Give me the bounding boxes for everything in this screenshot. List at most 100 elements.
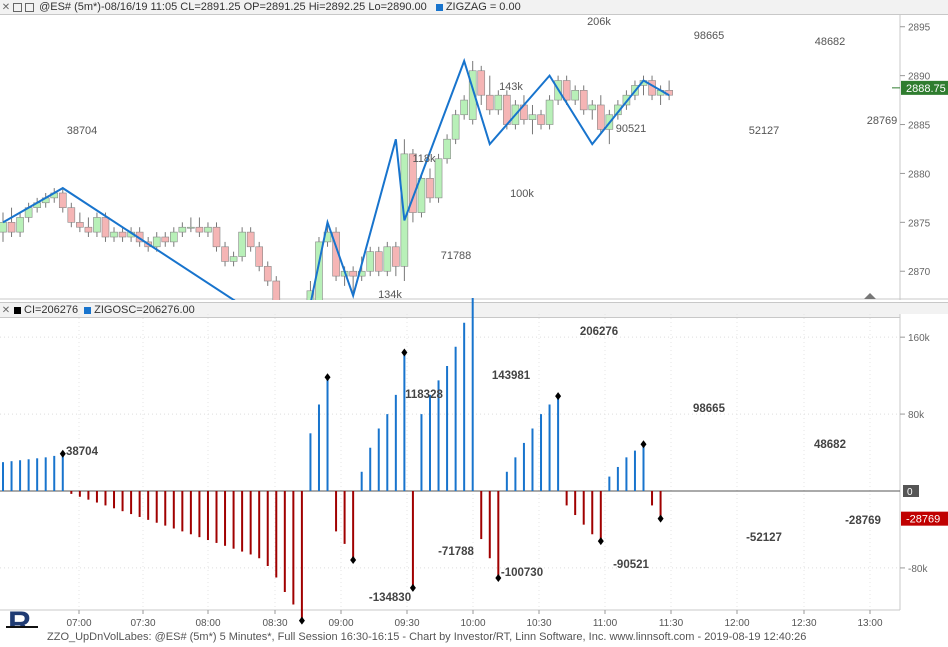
price-axis-area — [900, 15, 948, 300]
settings-icon[interactable] — [13, 2, 22, 12]
candle-body — [67, 207, 76, 223]
time-tick-label: 12:00 — [724, 618, 749, 628]
candle-body — [349, 270, 357, 277]
time-tick-label: 10:30 — [526, 618, 551, 628]
candle-body — [383, 246, 392, 272]
candle-body — [451, 114, 460, 140]
candle-body — [161, 236, 170, 243]
close-pane-icon[interactable]: ✕ — [1, 305, 11, 316]
candle-body — [443, 138, 451, 160]
zero-value-badge — [903, 485, 919, 497]
scroll-marker-icon — [864, 293, 876, 299]
last-osc-badge — [901, 511, 948, 526]
candle-body — [306, 290, 315, 300]
pivot-value-label: 38704 — [66, 446, 99, 458]
price-tick-label: 2885 — [908, 121, 931, 132]
zigzag-label: ZIGZAG = 0.00 — [445, 1, 521, 13]
candle-body — [588, 104, 597, 111]
candle-body — [221, 246, 229, 262]
candle-body — [263, 266, 272, 282]
candle-body — [545, 99, 554, 125]
candle-body — [562, 80, 571, 101]
settings-icon[interactable] — [25, 2, 34, 12]
candle-body — [579, 90, 588, 111]
time-tick-label: 09:00 — [328, 618, 353, 628]
candle-body — [374, 251, 383, 272]
candle-body — [204, 226, 212, 233]
candle-body — [110, 231, 118, 238]
price-tick-label: 2880 — [908, 169, 931, 180]
pivot-value-label: -28769 — [845, 515, 881, 527]
time-tick-label: 10:00 — [460, 618, 485, 628]
last-price-label: 2888.75 — [906, 83, 946, 95]
price-tick-label: 2870 — [908, 267, 931, 278]
zigosc-label: ZIGOSC=206276.00 — [94, 304, 195, 316]
close-pane-icon[interactable]: ✕ — [1, 2, 11, 13]
oscillator-chart[interactable]: 38704 -134830 118328 -71788 143981 -100730 206… — [0, 298, 948, 628]
zigzag-volume-label: 143k — [499, 81, 523, 93]
pivot-value-label: 98665 — [693, 403, 726, 415]
candle-body — [170, 231, 178, 243]
candle-body — [84, 226, 93, 233]
zigzag-volume-label: 100k — [510, 188, 534, 200]
pivot-value-label: 118328 — [405, 389, 443, 401]
zigzag-volume-label: 48682 — [815, 36, 846, 48]
candle-body — [468, 70, 477, 120]
candle-body — [426, 178, 434, 199]
time-tick-label: 13:00 — [857, 618, 882, 628]
zigzag-volume-label: 71788 — [441, 250, 472, 262]
candle-body — [477, 70, 486, 96]
zigzag-volume-label: 90521 — [616, 123, 647, 135]
candle-body — [528, 114, 537, 120]
pivot-value-label: 143981 — [492, 370, 531, 382]
price-header-text: @ES# (5m*)-08/16/19 11:05 CL=2891.25 OP=… — [39, 1, 427, 13]
candle-body — [187, 226, 195, 229]
last-osc-label: -28769 — [906, 514, 940, 526]
zigzag-volume-label: 52127 — [749, 125, 780, 137]
candle-body — [571, 90, 579, 101]
time-tick-label: 08:00 — [195, 618, 220, 628]
pivot-marker — [401, 348, 408, 357]
osc-pane-header: ✕ CI=206276 ZIGOSC=206276.00 — [0, 302, 948, 318]
pivot-marker — [59, 449, 66, 458]
pivot-value-label: 206276 — [580, 326, 618, 338]
candle-body — [93, 217, 101, 233]
price-chart[interactable]: 2895289028852880287528702865286038704134… — [0, 0, 948, 300]
candle-body — [152, 236, 161, 248]
zigosc-color-swatch — [84, 306, 92, 314]
candle-body — [195, 226, 204, 233]
candle-body — [101, 217, 110, 238]
candle-body — [622, 94, 631, 106]
price-tick-label: 2895 — [908, 23, 931, 34]
pivot-marker — [640, 440, 647, 449]
candle-body — [178, 226, 187, 233]
candle-body — [596, 104, 605, 130]
pivot-value-label: 48682 — [814, 439, 846, 451]
pivot-marker — [495, 574, 502, 583]
time-tick-label: 07:00 — [66, 618, 91, 628]
price-pane-header: ✕ @ES# (5m*)-08/16/19 11:05 CL=2891.25 O… — [0, 0, 948, 15]
pivot-marker — [350, 556, 357, 565]
candle-body — [460, 99, 468, 116]
candle-body — [238, 231, 246, 257]
candle-body — [417, 178, 426, 213]
last-price-badge — [901, 80, 948, 95]
footer-text: ZZO_UpDnVolLabes: @ES# (5m*) 5 Minutes*,… — [47, 631, 807, 643]
candle-body — [434, 158, 443, 199]
candle-body — [7, 222, 16, 233]
candle-body — [16, 217, 24, 233]
time-tick-label: 08:30 — [262, 618, 287, 628]
osc-tick-label: 0 — [907, 487, 913, 498]
pivot-marker — [324, 373, 331, 382]
time-tick-label: 11:00 — [593, 618, 618, 628]
osc-tick-label: 80k — [908, 410, 925, 421]
pivot-value-label: -134830 — [369, 592, 411, 604]
candle-body — [409, 153, 417, 213]
zigzag-volume-label: 98665 — [694, 30, 725, 42]
time-tick-label: 12:30 — [791, 618, 816, 628]
candle-body — [400, 153, 409, 267]
ci-label: CI=206276 — [24, 304, 79, 316]
candle-body — [212, 226, 221, 248]
ci-color-swatch — [14, 306, 21, 314]
candle-body — [229, 256, 238, 262]
